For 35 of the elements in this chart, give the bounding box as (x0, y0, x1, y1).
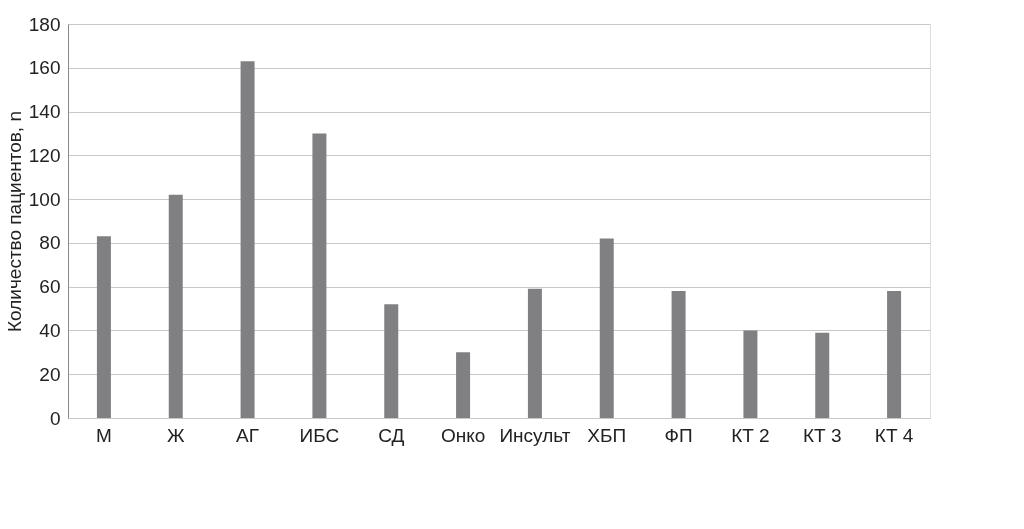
bar (312, 133, 327, 418)
y-tick-label: 140 (28, 101, 61, 123)
bar (168, 194, 183, 418)
y-tick-label: 100 (28, 188, 61, 210)
bar (815, 332, 830, 418)
y-tick-label: 180 (28, 13, 61, 35)
x-tick-label: КТ 2 (731, 424, 770, 446)
x-tick-label: КТ 4 (874, 424, 914, 446)
bar (527, 288, 542, 418)
bar (96, 236, 111, 418)
x-tick-label: М (96, 424, 112, 446)
y-tick-label: 120 (28, 144, 61, 166)
y-tick-label: 20 (39, 363, 61, 385)
y-tick-label: 80 (39, 232, 61, 254)
y-tick-label: 160 (28, 57, 61, 79)
y-tick-label: 40 (39, 319, 61, 341)
x-tick-label: ФП (664, 424, 693, 446)
bar (599, 238, 614, 418)
bar (887, 291, 902, 418)
y-tick-label: 0 (49, 407, 61, 429)
x-tick-label: СД (378, 424, 405, 446)
bar (671, 291, 686, 418)
bar (240, 61, 255, 418)
bar (384, 304, 399, 418)
x-tick-label: Инсульт (499, 424, 571, 446)
x-tick-label: Онко (440, 424, 486, 446)
bar (456, 352, 471, 418)
x-tick-label: ХБП (587, 424, 627, 446)
y-tick-label: 60 (39, 276, 61, 298)
x-tick-label: АГ (236, 424, 260, 446)
x-tick-label: КТ 3 (802, 424, 842, 446)
x-tick-label: Ж (166, 424, 185, 446)
x-tick-label: ИБС (299, 424, 340, 446)
bar (743, 330, 758, 418)
y-axis-title: Количество пациентов, n (3, 111, 25, 332)
